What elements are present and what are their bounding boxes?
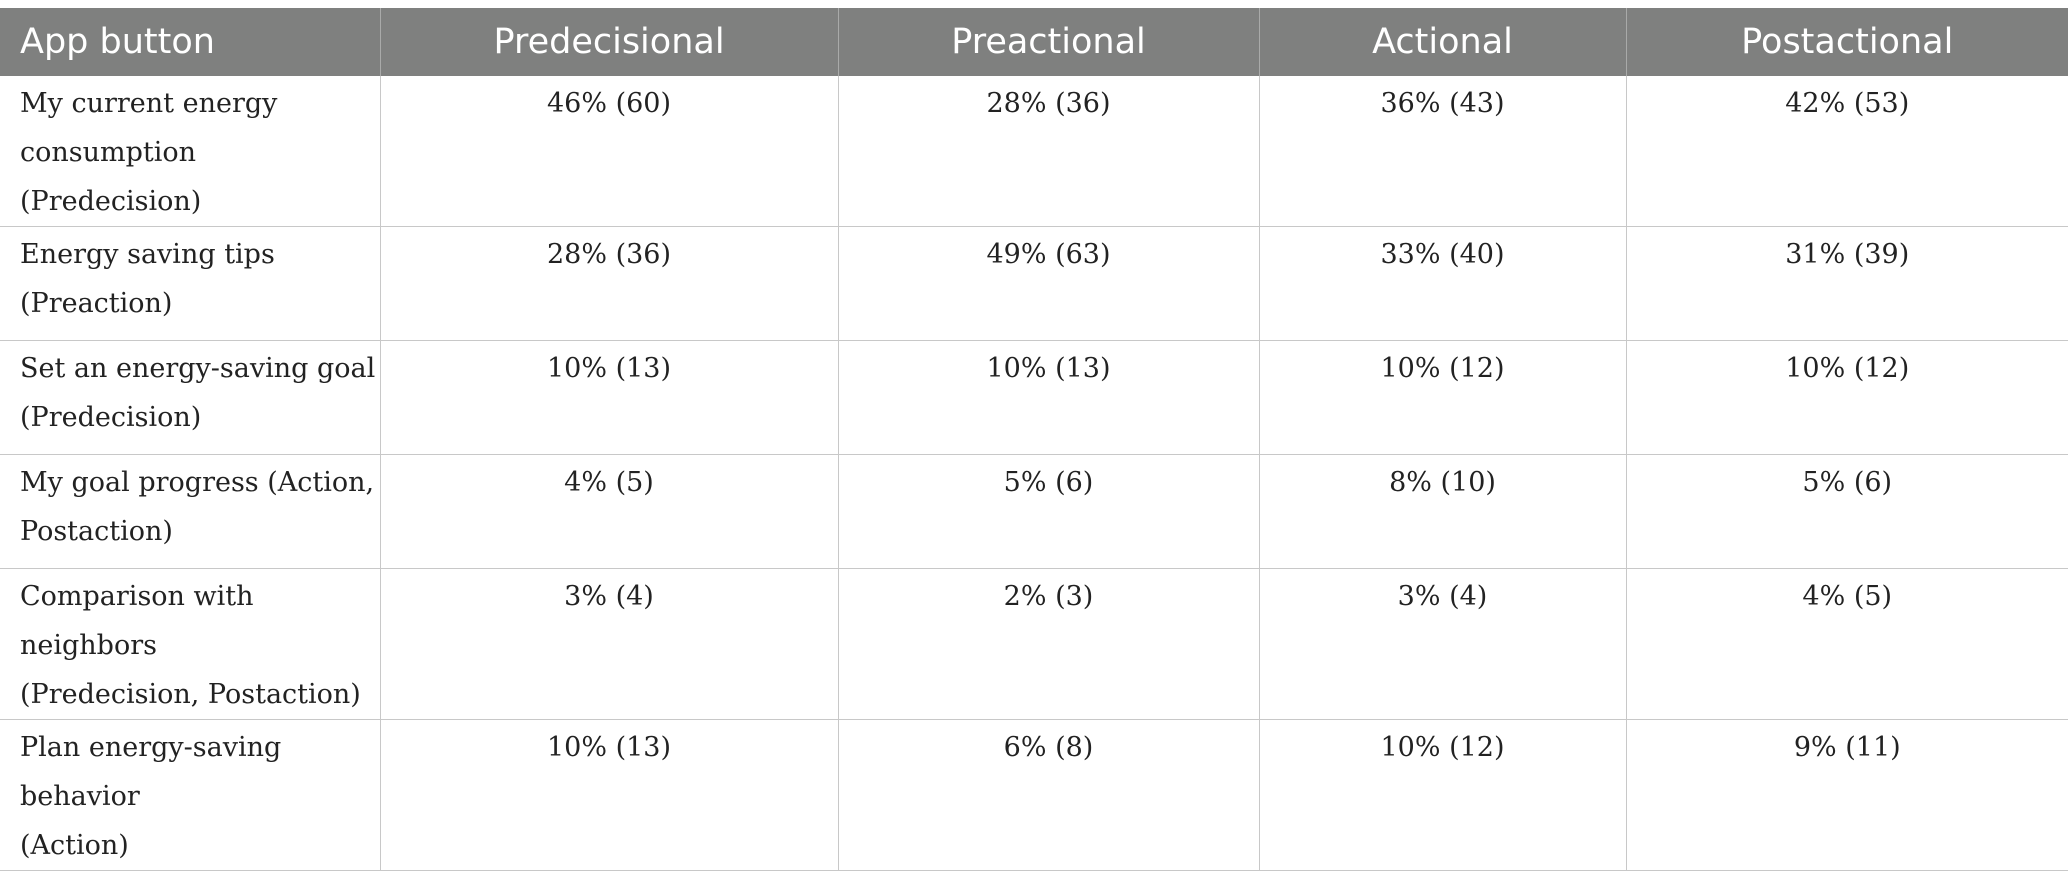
cell-predecisional: 46% (60) [379, 76, 839, 227]
cell-predecisional: 4% (5) [379, 454, 839, 569]
table-body: My current energy consumption (Predecisio… [0, 76, 2068, 871]
table-container: App button Predecisional Preactional Act… [0, 8, 2068, 871]
table-row: My goal progress (Action, Postaction) 4% … [0, 454, 2068, 569]
cell-preactional: 5% (6) [837, 454, 1260, 569]
row-label-line: consumption (Predecision) [20, 137, 202, 217]
row-label: Set an energy-saving goal (Predecision) [0, 340, 381, 455]
cell-predecisional: 10% (13) [379, 340, 839, 455]
cell-preactional: 6% (8) [837, 719, 1260, 871]
row-label-line: My goal progress (Action, [20, 467, 375, 498]
cell-preactional: 28% (36) [837, 76, 1260, 227]
table-header: App button Predecisional Preactional Act… [0, 8, 2068, 76]
row-label-line: (Predecision) [20, 402, 202, 433]
cell-actional: 36% (43) [1258, 76, 1627, 227]
data-table: App button Predecisional Preactional Act… [0, 8, 2068, 871]
row-label: My goal progress (Action, Postaction) [0, 454, 381, 569]
header-predecisional: Predecisional [379, 8, 838, 76]
header-row: App button Predecisional Preactional Act… [0, 8, 2068, 76]
cell-postactional: 10% (12) [1625, 340, 2068, 455]
header-preactional: Preactional [837, 8, 1259, 76]
row-label: Plan energy-saving behavior (Action) [0, 719, 381, 871]
row-label-line: Plan energy-saving behavior [20, 732, 282, 812]
cell-actional: 3% (4) [1258, 568, 1627, 720]
cell-actional: 10% (12) [1258, 340, 1627, 455]
cell-actional: 8% (10) [1258, 454, 1627, 569]
row-label-line: Postaction) [20, 516, 173, 547]
row-label: My current energy consumption (Predecisio… [0, 76, 381, 227]
cell-predecisional: 10% (13) [379, 719, 839, 871]
row-label: Energy saving tips (Preaction) [0, 226, 381, 341]
cell-actional: 10% (12) [1258, 719, 1627, 871]
cell-postactional: 4% (5) [1625, 568, 2068, 720]
table-row: My current energy consumption (Predecisio… [0, 76, 2068, 227]
header-app-button: App button [0, 8, 380, 76]
header-postactional: Postactional [1625, 8, 2068, 76]
cell-postactional: 9% (11) [1625, 719, 2068, 871]
table-row: Plan energy-saving behavior (Action) 10% … [0, 719, 2068, 871]
cell-predecisional: 28% (36) [379, 226, 839, 341]
row-label-line: My current energy [20, 88, 278, 119]
cell-preactional: 2% (3) [837, 568, 1260, 720]
cell-postactional: 5% (6) [1625, 454, 2068, 569]
row-label-line: Energy saving tips [20, 239, 275, 270]
cell-preactional: 10% (13) [837, 340, 1260, 455]
table-row: Energy saving tips (Preaction) 28% (36) 4… [0, 226, 2068, 341]
header-actional: Actional [1258, 8, 1626, 76]
row-label-line: Set an energy-saving goal [20, 353, 376, 384]
cell-postactional: 31% (39) [1625, 226, 2068, 341]
row-label: Comparison with neighbors (Predecision, P… [0, 568, 381, 720]
row-label-line: (Preaction) [20, 288, 173, 319]
row-label-line: Comparison with neighbors [20, 581, 254, 661]
row-label-line: (Predecision, Postaction) [20, 679, 361, 710]
cell-preactional: 49% (63) [837, 226, 1260, 341]
cell-actional: 33% (40) [1258, 226, 1627, 341]
cell-predecisional: 3% (4) [379, 568, 839, 720]
table-row: Comparison with neighbors (Predecision, P… [0, 568, 2068, 720]
row-label-line: (Action) [20, 830, 129, 861]
cell-postactional: 42% (53) [1625, 76, 2068, 227]
table-row: Set an energy-saving goal (Predecision) 1… [0, 340, 2068, 455]
